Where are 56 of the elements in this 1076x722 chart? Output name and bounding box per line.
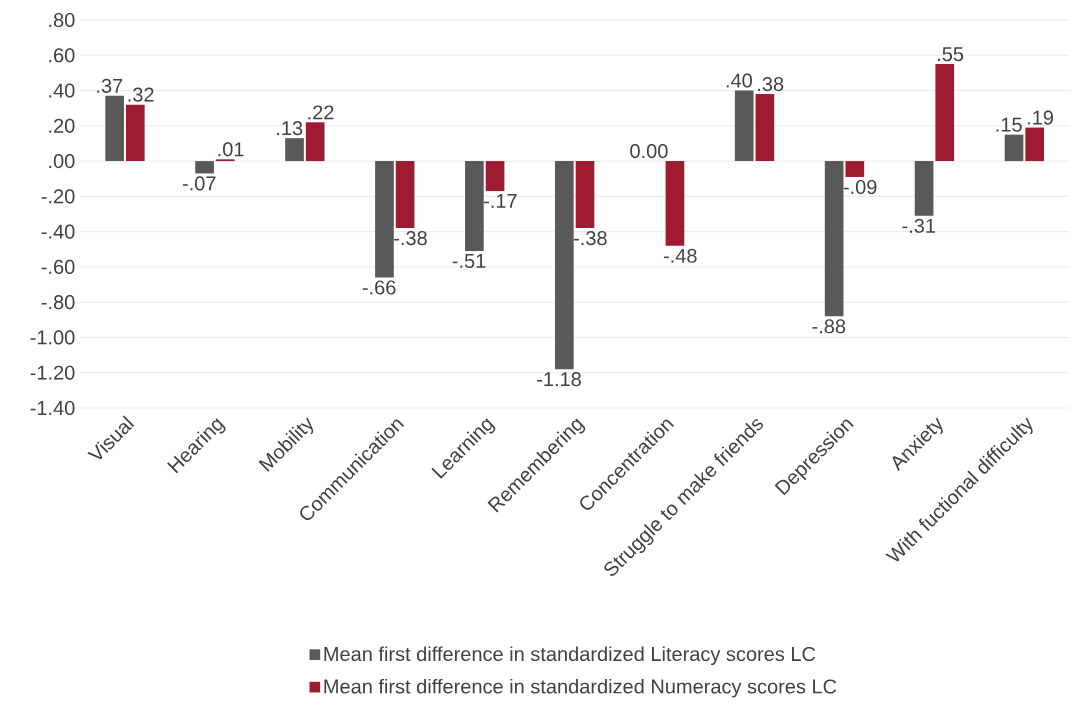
bar bbox=[935, 64, 955, 162]
data-label: 0.00 bbox=[630, 143, 668, 159]
data-label: .37 bbox=[97, 78, 123, 93]
data-label: -.07 bbox=[182, 176, 216, 191]
data-label: -.09 bbox=[843, 179, 877, 195]
data-label: .19 bbox=[1027, 110, 1053, 125]
data-label: -.48 bbox=[663, 248, 697, 263]
data-label: -.66 bbox=[362, 280, 396, 295]
y-tick-label: .20 bbox=[49, 118, 75, 133]
data-label: -1.18 bbox=[537, 372, 581, 387]
bar bbox=[395, 161, 415, 229]
bar bbox=[285, 138, 304, 162]
bar bbox=[845, 161, 865, 177]
y-tick-label: -.20 bbox=[41, 189, 75, 204]
data-label: -.51 bbox=[452, 253, 486, 268]
bar bbox=[1025, 127, 1045, 162]
bar bbox=[465, 161, 484, 252]
data-label: .38 bbox=[758, 76, 784, 92]
data-label: -.88 bbox=[812, 319, 846, 334]
bar bbox=[734, 90, 754, 162]
y-tick-label: .00 bbox=[49, 154, 75, 169]
bar bbox=[665, 161, 685, 246]
y-tick-label: .60 bbox=[49, 48, 75, 63]
legend-label: Mean first difference in standardized Numeracy scores LC bbox=[324, 678, 837, 698]
bar bbox=[1004, 134, 1024, 162]
bar bbox=[105, 95, 124, 162]
data-label: .22 bbox=[308, 105, 334, 120]
data-label: .40 bbox=[726, 73, 752, 88]
data-label: -.31 bbox=[902, 218, 935, 233]
data-label: -.38 bbox=[573, 231, 607, 246]
bar bbox=[824, 161, 844, 317]
bar bbox=[125, 104, 145, 162]
bar bbox=[195, 161, 214, 174]
legend-label: Mean first difference in standardized Literacy scores LC bbox=[324, 646, 816, 666]
bar bbox=[555, 161, 574, 370]
data-label: .15 bbox=[996, 117, 1022, 132]
data-label: .32 bbox=[128, 87, 154, 102]
bar bbox=[755, 94, 775, 162]
data-label: -.17 bbox=[484, 194, 517, 208]
data-label: -.38 bbox=[394, 231, 427, 246]
data-label: .01 bbox=[218, 142, 244, 157]
y-tick-label: -1.20 bbox=[30, 365, 75, 380]
y-tick-label: -1.40 bbox=[30, 400, 75, 416]
data-label: .13 bbox=[277, 121, 303, 136]
data-label: .55 bbox=[938, 47, 964, 62]
y-tick-label: -1.00 bbox=[30, 330, 75, 345]
bar bbox=[485, 161, 505, 192]
y-tick-label: -.40 bbox=[41, 224, 75, 239]
bar bbox=[375, 161, 394, 278]
y-tick-label: .40 bbox=[49, 83, 75, 98]
y-tick-label: -.60 bbox=[41, 259, 75, 274]
bar bbox=[914, 161, 934, 216]
y-tick-label: -.80 bbox=[41, 295, 75, 310]
bar bbox=[305, 122, 325, 162]
bar bbox=[575, 161, 595, 229]
y-tick-label: .80 bbox=[49, 12, 75, 28]
